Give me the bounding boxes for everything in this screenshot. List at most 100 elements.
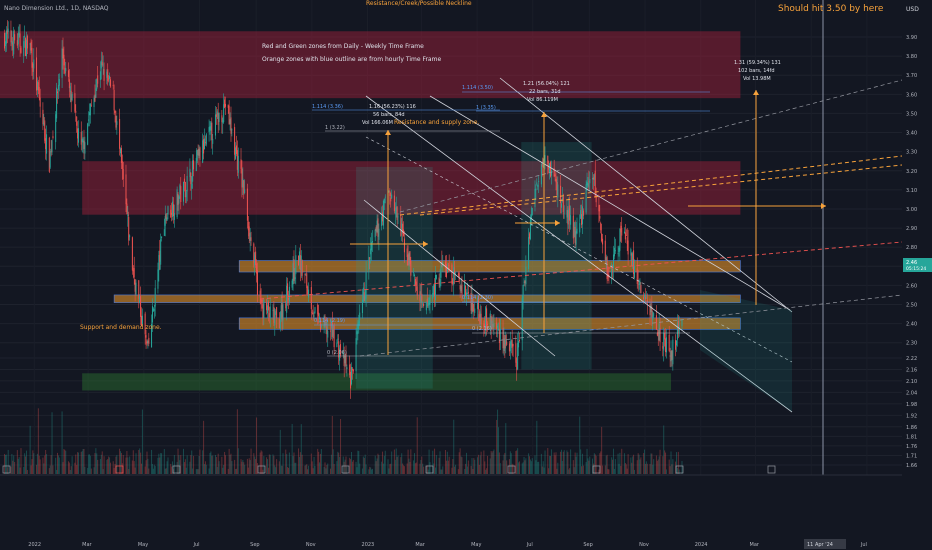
candle-body xyxy=(70,90,72,102)
volume-bar xyxy=(471,458,473,474)
candle-body xyxy=(317,304,319,315)
volume-bar xyxy=(523,456,525,474)
candle-body xyxy=(210,122,212,131)
volume-bar xyxy=(93,467,95,474)
cursor-date-label: 11 Apr '24 xyxy=(807,542,833,548)
volume-bar xyxy=(605,455,607,474)
candle-body xyxy=(388,190,390,192)
candle-body xyxy=(214,114,216,136)
price-tick-label: 1.81 xyxy=(906,434,917,440)
candle-body xyxy=(63,54,65,66)
candle-body xyxy=(48,137,50,172)
volume-bar xyxy=(446,451,448,474)
volume-bar xyxy=(425,466,427,474)
candle-body xyxy=(234,127,236,155)
volume-bar xyxy=(374,455,376,474)
candle-body xyxy=(471,295,473,314)
candle-body xyxy=(681,319,683,327)
candle-body xyxy=(522,285,524,303)
volume-bar xyxy=(55,457,57,474)
channel-line-upper-long xyxy=(365,95,793,413)
target-note: Should hit 3.50 by here xyxy=(778,4,884,14)
volume-bar xyxy=(570,449,572,474)
candle-body xyxy=(221,115,223,123)
volume-bar xyxy=(298,448,300,474)
volume-bar xyxy=(402,463,404,474)
volume-bar xyxy=(651,453,653,474)
candle-body xyxy=(301,260,303,276)
candle-body xyxy=(262,304,264,319)
candle-body xyxy=(166,217,168,221)
volume-bar xyxy=(560,451,562,474)
volume-bar xyxy=(358,451,360,474)
candle-body xyxy=(125,174,127,205)
price-tick-label: 2.30 xyxy=(906,341,917,347)
volume-bar xyxy=(167,457,169,474)
candle-body xyxy=(595,195,597,203)
candle-body xyxy=(332,325,334,336)
volume-bar xyxy=(407,449,409,474)
candle-body xyxy=(550,170,552,176)
channel-midline-dashed xyxy=(365,136,793,363)
volume-bar xyxy=(103,456,105,474)
candle-body xyxy=(410,260,412,276)
volume-bar xyxy=(203,420,205,474)
volume-bar xyxy=(626,468,628,474)
volume-bar xyxy=(525,458,527,474)
candle-body xyxy=(378,228,380,240)
candle-body xyxy=(120,148,122,163)
volume-bar xyxy=(440,469,442,474)
volume-bar xyxy=(279,429,281,474)
price-axis[interactable]: USD 3.90 3.80 3.70 3.60 3.50 3.40 3.30 3.20 3.10… xyxy=(902,0,932,550)
volume-bar xyxy=(561,460,563,474)
candle-body xyxy=(103,69,105,81)
candle-body xyxy=(57,91,59,94)
candle-body xyxy=(333,325,335,348)
candle-body xyxy=(183,178,185,183)
price-tick-label: 1.86 xyxy=(906,425,917,431)
candle-body xyxy=(134,279,136,292)
candle-body xyxy=(192,160,194,182)
time-tick-label: 2024 xyxy=(695,542,708,548)
volume-bar xyxy=(484,461,486,474)
volume-bar xyxy=(189,461,191,474)
volume-bar xyxy=(557,462,559,474)
candle-body xyxy=(407,254,409,266)
candle-body xyxy=(466,292,468,299)
time-axis[interactable]: 2022 Mar May Jul Sep Nov 2023 Mar May Jul Sep Nov 20… xyxy=(0,474,902,549)
candle-body xyxy=(581,206,583,225)
candle-body xyxy=(179,185,181,195)
candle-body xyxy=(479,311,481,322)
volume-bar xyxy=(555,452,557,474)
candle-body xyxy=(57,84,59,90)
candle-body xyxy=(81,139,83,142)
volume-bar xyxy=(301,454,303,474)
candle-body xyxy=(24,35,26,38)
price-tick-label: 2.10 xyxy=(906,379,917,385)
volume-bar xyxy=(278,461,280,474)
volume-bar xyxy=(12,460,14,474)
volume-bar xyxy=(461,457,463,474)
volume-bar xyxy=(147,458,149,474)
volume-bar xyxy=(141,463,143,474)
candle-body xyxy=(445,264,447,277)
candle-body xyxy=(359,312,361,321)
volume-bar xyxy=(4,453,6,474)
candle-body xyxy=(249,232,251,241)
volume-bar xyxy=(588,460,590,474)
drawing-tools[interactable] xyxy=(2,77,903,474)
volume-bar xyxy=(255,459,257,474)
volume-bar xyxy=(371,468,373,474)
candle-body xyxy=(30,41,32,51)
candle-body xyxy=(320,326,322,328)
candle-body xyxy=(163,229,165,236)
volume-bar xyxy=(671,464,673,474)
candle-body xyxy=(515,343,517,363)
volume-bar xyxy=(489,458,491,474)
candle-body xyxy=(645,297,647,299)
volume-bar xyxy=(664,450,666,474)
volume-bar xyxy=(308,465,310,474)
volume-bar xyxy=(388,468,390,474)
candle-body xyxy=(114,110,116,113)
